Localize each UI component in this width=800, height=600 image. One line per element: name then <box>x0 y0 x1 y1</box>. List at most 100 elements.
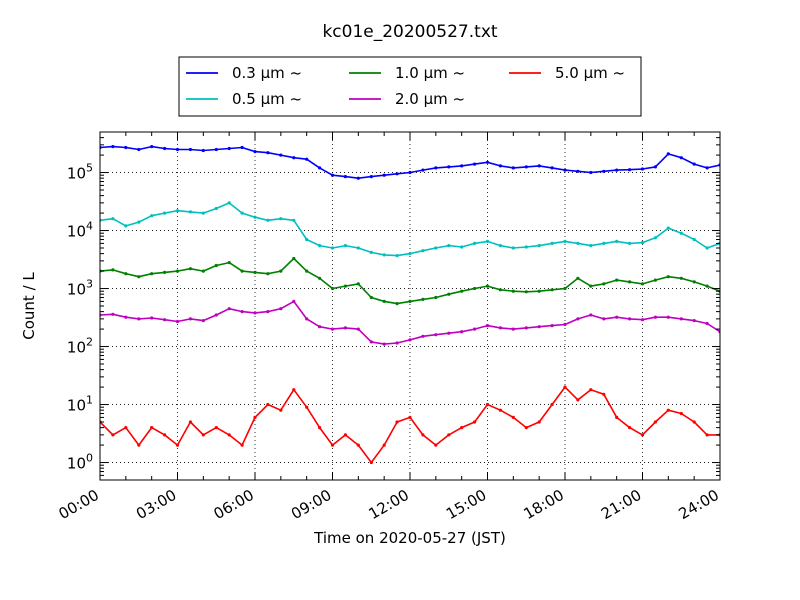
data-point <box>395 341 399 345</box>
data-point <box>266 402 270 407</box>
data-point <box>589 388 593 392</box>
data-point <box>563 168 567 172</box>
data-point <box>628 168 632 172</box>
data-point <box>227 201 231 205</box>
data-point <box>524 165 528 169</box>
data-point <box>524 326 528 330</box>
data-point <box>628 280 632 284</box>
data-point <box>615 168 619 172</box>
data-point <box>227 433 231 437</box>
data-point <box>111 145 115 149</box>
data-point <box>318 166 322 170</box>
data-point <box>330 246 335 250</box>
data-point <box>214 147 218 152</box>
data-point <box>602 392 606 396</box>
data-point <box>279 217 283 221</box>
data-point <box>460 245 464 249</box>
data-point <box>511 327 515 331</box>
data-point <box>305 317 309 321</box>
data-point <box>111 217 115 221</box>
data-point <box>679 411 683 416</box>
data-point <box>279 307 283 311</box>
y-tick-base: 10 <box>67 455 86 473</box>
data-point <box>473 286 477 291</box>
data-point <box>511 289 515 293</box>
data-point <box>395 254 399 258</box>
data-point <box>137 220 141 224</box>
data-point <box>498 164 502 168</box>
data-point <box>369 295 373 300</box>
data-point <box>356 443 360 447</box>
data-point <box>679 276 683 280</box>
data-point <box>163 270 167 274</box>
data-point <box>602 241 606 245</box>
data-point <box>150 272 154 276</box>
data-point <box>395 302 399 306</box>
y-tick-label: 104 <box>67 220 93 241</box>
data-point <box>460 289 464 293</box>
data-point <box>679 317 683 321</box>
data-point <box>628 426 632 430</box>
data-point <box>640 318 645 322</box>
legend-frame <box>178 56 642 117</box>
data-point <box>124 145 128 150</box>
data-point <box>343 284 347 288</box>
data-point <box>356 246 360 250</box>
data-point <box>305 157 309 161</box>
data-point <box>524 245 528 249</box>
data-point <box>266 310 270 314</box>
data-point <box>615 415 619 419</box>
y-tick-base: 10 <box>67 165 86 183</box>
data-point <box>201 148 205 153</box>
grid <box>100 132 720 480</box>
data-point <box>434 246 438 250</box>
data-point <box>227 307 231 311</box>
data-point <box>628 317 632 321</box>
data-point <box>188 317 192 321</box>
data-point <box>421 433 425 437</box>
data-point <box>550 166 554 170</box>
data-point <box>240 310 244 314</box>
data-point <box>175 319 180 324</box>
data-point <box>111 433 115 437</box>
data-point <box>434 443 438 447</box>
data-point <box>175 269 180 273</box>
data-point <box>524 426 528 430</box>
data-point <box>576 398 580 402</box>
data-point <box>163 211 167 215</box>
data-point <box>150 316 154 320</box>
data-point <box>589 284 593 288</box>
data-point <box>602 317 606 321</box>
data-point <box>421 168 425 172</box>
data-point <box>356 327 360 331</box>
y-tick-base: 10 <box>67 223 86 241</box>
data-point <box>137 147 141 152</box>
data-point <box>666 152 670 156</box>
data-point <box>201 319 205 323</box>
data-point <box>434 333 438 337</box>
data-point <box>537 244 541 248</box>
data-point <box>343 244 347 248</box>
data-point <box>473 241 477 245</box>
data-point <box>163 318 167 322</box>
data-point <box>460 426 464 430</box>
data-point <box>124 224 128 228</box>
y-axis-label: Count / L <box>20 272 38 340</box>
data-point <box>318 426 322 430</box>
data-point <box>692 162 696 166</box>
data-point <box>369 175 373 179</box>
data-point <box>292 256 296 261</box>
data-point <box>640 241 645 245</box>
data-point <box>292 388 296 392</box>
y-tick-base: 10 <box>67 281 86 299</box>
data-point <box>175 147 180 152</box>
data-point <box>292 218 296 222</box>
y-tick-label: 102 <box>67 336 93 357</box>
data-point <box>253 150 257 154</box>
data-point <box>460 164 464 168</box>
data-point <box>447 331 451 335</box>
data-point <box>434 166 438 170</box>
data-point <box>137 317 141 321</box>
data-point <box>421 249 425 253</box>
data-point <box>408 338 412 342</box>
